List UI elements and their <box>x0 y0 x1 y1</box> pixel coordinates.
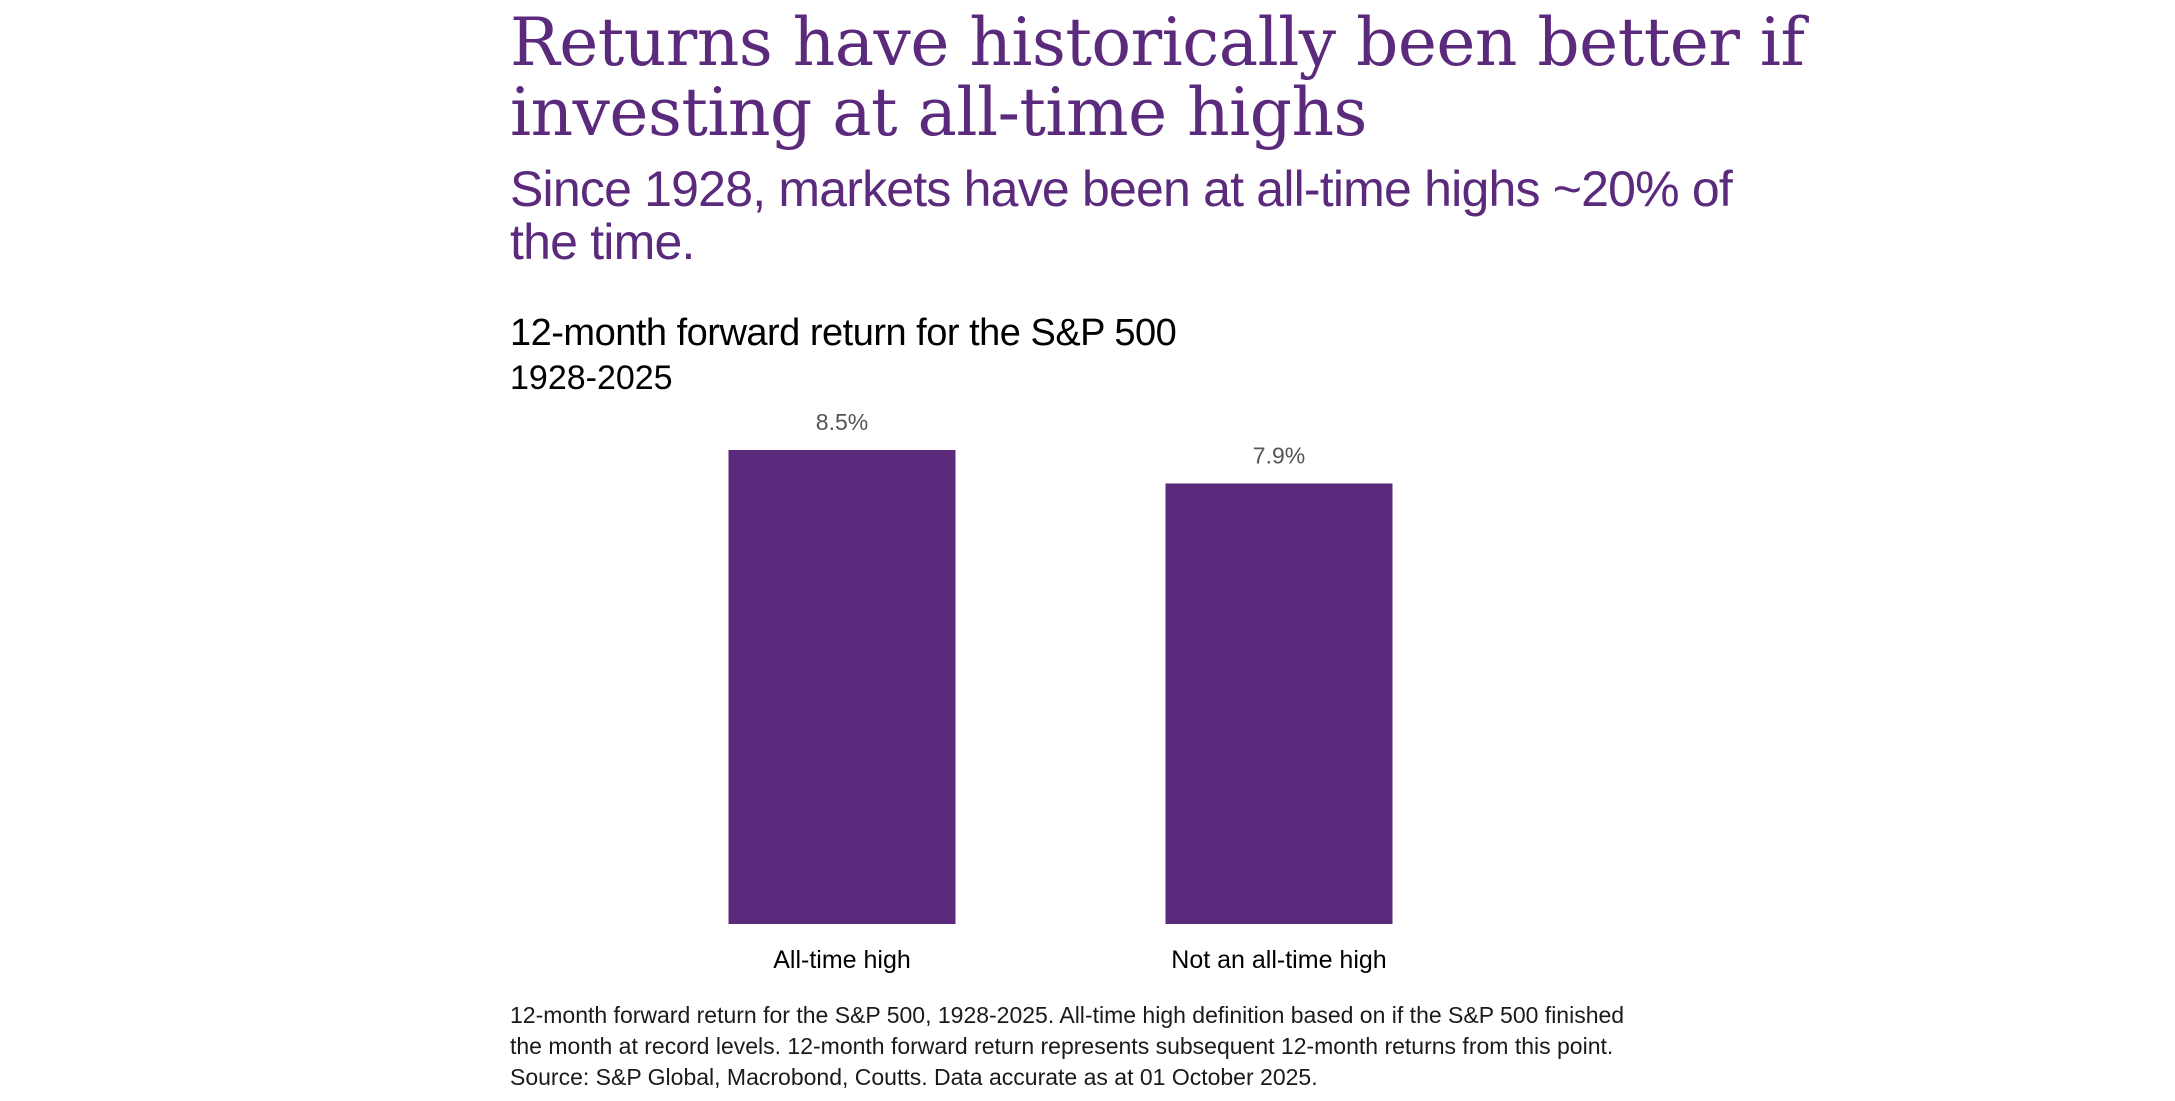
chart-subtitle: 1928-2025 <box>510 359 673 397</box>
bar-2 <box>1165 483 1393 924</box>
subheadline: Since 1928, markets have been at all-tim… <box>510 161 1733 270</box>
data-label-1: 8.5% <box>816 409 868 435</box>
footnote: 12-month forward return for the S&P 500,… <box>510 1002 1625 1090</box>
bar-1 <box>728 450 956 924</box>
data-label-2: 7.9% <box>1253 442 1305 468</box>
category-label-2: Not an all-time high <box>1171 946 1386 974</box>
headline: Returns have historically been better if… <box>510 4 1805 151</box>
category-label-1: All-time high <box>773 946 911 974</box>
chart-title: 12-month forward return for the S&P 500 <box>510 312 1177 354</box>
